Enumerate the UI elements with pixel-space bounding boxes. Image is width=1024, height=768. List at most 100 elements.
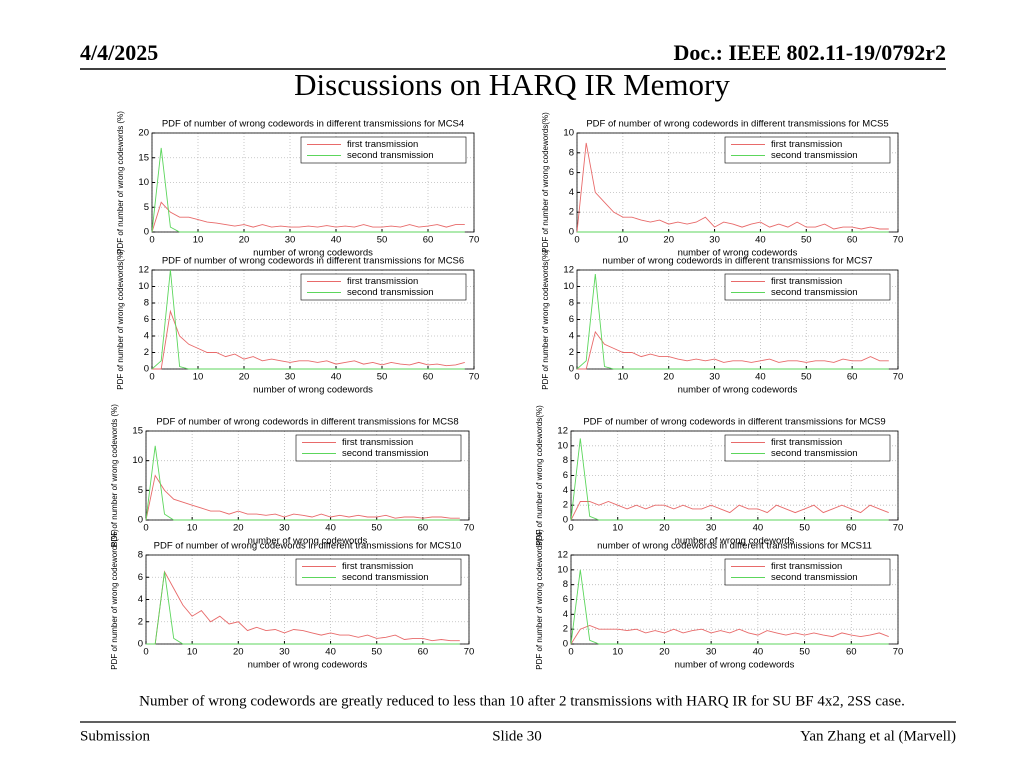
x-tick-label: 70: [469, 235, 480, 246]
y-tick-label: 8: [569, 298, 574, 309]
legend-label: first transmission: [771, 276, 842, 287]
x-tick-label: 40: [325, 523, 336, 534]
legend-label: second transmission: [771, 448, 858, 459]
x-axis-label: number of wrong codewords: [678, 385, 798, 396]
x-tick-label: 30: [709, 235, 720, 246]
y-axis-label: PDF of number of wrong codewords(%): [535, 405, 544, 546]
y-tick-label: 10: [132, 455, 143, 466]
x-tick-label: 30: [709, 372, 720, 383]
y-tick-label: 6: [138, 572, 143, 583]
y-tick-label: 2: [569, 207, 574, 218]
legend-label: first transmission: [342, 561, 413, 572]
x-tick-label: 0: [149, 235, 154, 246]
x-tick-label: 50: [371, 523, 382, 534]
x-axis-label: number of wrong codewords: [253, 385, 373, 396]
x-tick-label: 20: [663, 235, 674, 246]
series-line: [576, 274, 889, 370]
y-tick-label: 20: [138, 128, 149, 139]
legend-box: [724, 273, 891, 301]
x-tick-label: 10: [187, 523, 198, 534]
x-tick-label: 60: [423, 235, 434, 246]
x-tick-label: 20: [659, 647, 670, 658]
y-tick-label: 12: [563, 265, 574, 276]
x-tick-label: 30: [285, 235, 296, 246]
x-tick-label: 60: [847, 372, 858, 383]
x-tick-label: 40: [755, 372, 766, 383]
y-tick-label: 6: [563, 594, 568, 605]
y-tick-label: 10: [138, 281, 149, 292]
y-axis-label: PDF of number of wrong codewords(%): [541, 112, 550, 253]
legend-label: first transmission: [771, 139, 842, 150]
y-tick-label: 4: [144, 331, 149, 342]
y-tick-label: 12: [138, 265, 149, 276]
legend-label: first transmission: [771, 561, 842, 572]
y-axis-label: PDF of number of wrong codewords (%): [116, 111, 125, 254]
y-tick-label: 6: [563, 470, 568, 481]
x-tick-label: 20: [233, 647, 244, 658]
y-tick-label: 12: [557, 550, 568, 561]
x-axis-label: number of wrong codewords: [248, 536, 368, 547]
footer-center: Slide 30: [492, 728, 542, 744]
y-tick-label: 4: [569, 331, 574, 342]
legend-label: first transmission: [771, 437, 842, 448]
x-axis-label: number of wrong codewords: [248, 660, 368, 671]
x-tick-label: 50: [377, 372, 388, 383]
x-tick-label: 10: [618, 372, 629, 383]
y-tick-label: 2: [563, 500, 568, 511]
series-line: [570, 625, 889, 645]
chart-title: number of wrong codewords in different t…: [602, 256, 872, 267]
legend-box: [724, 558, 891, 586]
y-tick-label: 4: [563, 485, 568, 496]
x-tick-label: 60: [847, 235, 858, 246]
y-tick-label: 10: [563, 281, 574, 292]
x-tick-label: 50: [377, 235, 388, 246]
series-line: [570, 438, 889, 521]
y-tick-label: 6: [569, 167, 574, 178]
y-tick-label: 2: [144, 347, 149, 358]
legend-box: [295, 558, 462, 586]
y-tick-label: 8: [138, 550, 143, 561]
legend-label: second transmission: [342, 572, 429, 583]
x-tick-label: 0: [149, 372, 154, 383]
x-tick-label: 60: [846, 647, 857, 658]
x-tick-label: 50: [801, 235, 812, 246]
y-tick-label: 5: [138, 485, 143, 496]
x-tick-label: 60: [418, 523, 429, 534]
x-axis-label: number of wrong codewords: [675, 660, 795, 671]
y-tick-label: 8: [563, 455, 568, 466]
chart: PDF of number of wrong codewords in diff…: [116, 111, 479, 259]
x-tick-label: 40: [753, 523, 764, 534]
chart-title: PDF of number of wrong codewords in diff…: [154, 541, 462, 552]
x-tick-label: 10: [612, 523, 623, 534]
x-tick-label: 10: [193, 372, 204, 383]
x-tick-label: 20: [659, 523, 670, 534]
date: 4/4/2025: [80, 40, 158, 65]
y-tick-label: 8: [144, 298, 149, 309]
y-tick-label: 2: [569, 347, 574, 358]
x-tick-label: 20: [233, 523, 244, 534]
chart-title: PDF of number of wrong codewords in diff…: [156, 417, 458, 428]
chart-title: PDF of number of wrong codewords in diff…: [583, 417, 885, 428]
y-tick-label: 0: [138, 639, 143, 650]
y-tick-label: 2: [138, 616, 143, 627]
y-tick-label: 10: [138, 177, 149, 188]
x-tick-label: 40: [331, 372, 342, 383]
series-line: [151, 147, 465, 233]
caption: Number of wrong codewords are greatly re…: [139, 693, 905, 709]
x-tick-label: 70: [893, 235, 904, 246]
x-tick-label: 20: [239, 372, 250, 383]
y-axis-label: PDF of number of wrong codewords(%): [110, 529, 119, 670]
y-tick-label: 0: [563, 639, 568, 650]
legend-label: first transmission: [342, 437, 413, 448]
chart-title: PDF of number of wrong codewords in diff…: [162, 256, 464, 267]
x-tick-label: 30: [279, 647, 290, 658]
series-line: [577, 330, 889, 370]
legend-label: second transmission: [771, 287, 858, 298]
x-tick-label: 50: [371, 647, 382, 658]
x-tick-label: 10: [187, 647, 198, 658]
y-axis-label: PDF of number of wrong codewords(%): [541, 249, 550, 390]
chart: PDF of number of wrong codewords in diff…: [110, 404, 474, 547]
y-tick-label: 0: [569, 227, 574, 238]
series-line: [151, 269, 465, 370]
y-tick-label: 6: [144, 314, 149, 325]
